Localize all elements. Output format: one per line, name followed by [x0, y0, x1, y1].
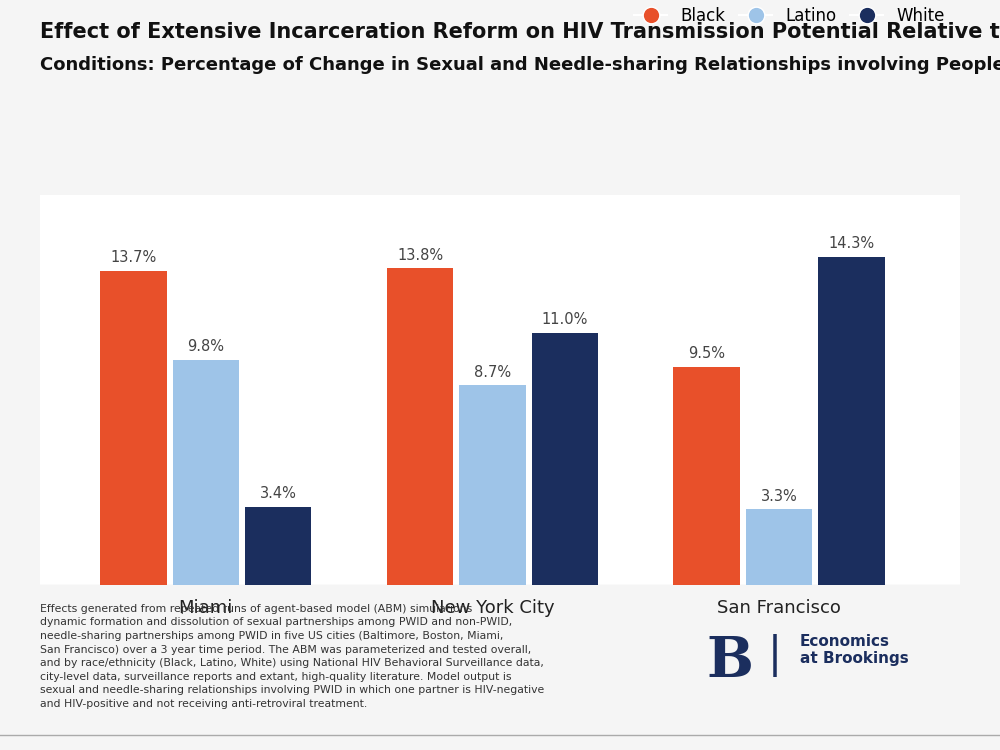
Text: 11.0%: 11.0% [542, 312, 588, 327]
Text: Economics
at Brookings: Economics at Brookings [800, 634, 909, 666]
Text: Effects generated from repeated runs of agent-based model (ABM) simulations
dyna: Effects generated from repeated runs of … [40, 604, 544, 709]
Text: 3.3%: 3.3% [761, 488, 797, 503]
Legend: Black, Latino, White: Black, Latino, White [627, 1, 952, 32]
Text: Conditions: Percentage of Change in Sexual and Needle-sharing Relationships invo: Conditions: Percentage of Change in Sexu… [40, 56, 1000, 74]
Bar [459, 386, 526, 585]
Text: 14.3%: 14.3% [828, 236, 874, 251]
Text: 8.7%: 8.7% [474, 364, 511, 380]
Bar [532, 333, 598, 585]
Bar [746, 509, 812, 585]
Bar [673, 367, 740, 585]
Bar [100, 271, 167, 585]
Bar [387, 268, 453, 585]
Text: Effect of Extensive Incarceration Reform on HIV Transmission Potential Relative : Effect of Extensive Incarceration Reform… [40, 22, 1000, 43]
Text: B: B [706, 634, 754, 688]
Text: 9.5%: 9.5% [688, 346, 725, 362]
Text: 13.8%: 13.8% [397, 248, 443, 262]
Text: 9.8%: 9.8% [187, 340, 224, 355]
Text: |: | [768, 634, 782, 676]
Bar [173, 360, 239, 585]
Text: 3.4%: 3.4% [260, 486, 297, 501]
Text: 13.7%: 13.7% [110, 250, 157, 265]
Bar [245, 507, 311, 585]
Bar [818, 257, 885, 585]
